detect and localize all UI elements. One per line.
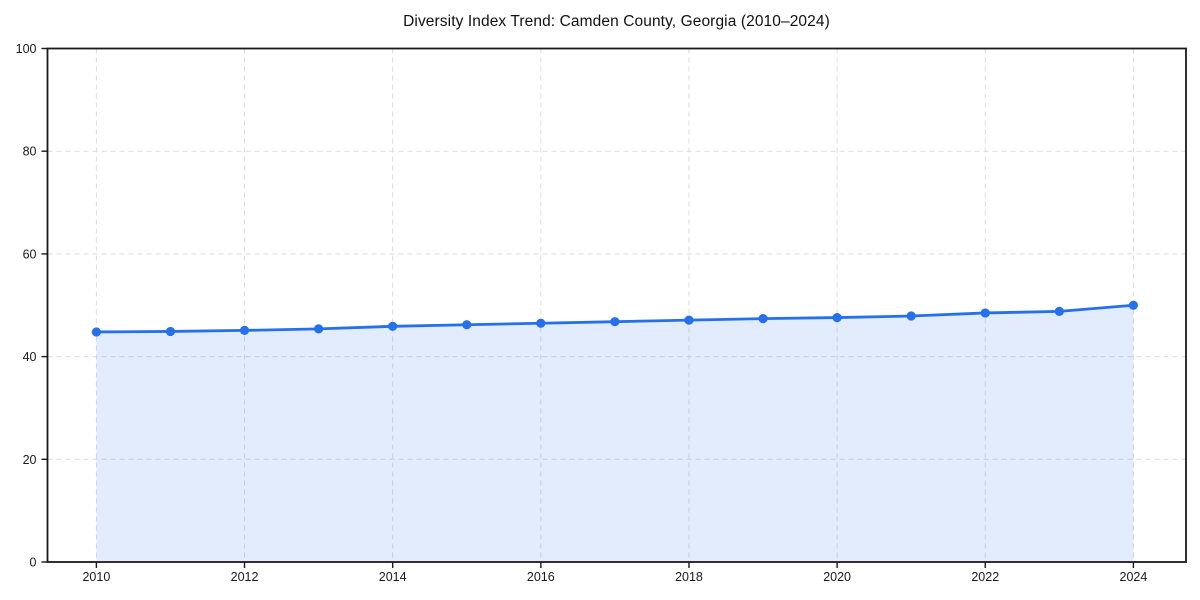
y-tick-label-40: 40 [23,350,37,364]
data-point-2016 [536,318,546,328]
y-tick-label-100: 100 [16,42,37,56]
x-tick-label-2020: 2020 [823,570,851,584]
data-point-2023 [1054,306,1064,317]
x-tick-label-2012: 2012 [231,570,259,584]
area-fill [96,305,1134,562]
x-tick-label-2022: 2022 [971,570,999,584]
y-tick-label-80: 80 [23,145,37,159]
data-point-2018 [684,315,694,325]
data-point-2024 [1128,300,1139,310]
data-point-2011 [165,326,176,337]
data-point-2020 [832,312,842,323]
data-point-2022 [980,308,990,318]
x-tick-label-2014: 2014 [379,570,407,584]
x-tick-label-2024: 2024 [1120,570,1148,584]
x-tick-label-2018: 2018 [675,570,703,584]
data-point-2010 [91,327,101,337]
x-tick-label-2010: 2010 [82,570,110,584]
data-point-2017 [610,317,620,327]
data-point-2015 [462,320,472,330]
y-tick-label-0: 0 [30,556,37,570]
y-tick-label-20: 20 [23,453,37,467]
data-point-2012 [239,325,250,336]
plot-border [46,47,1187,563]
data-point-2019 [758,314,768,324]
y-tick-label-60: 60 [23,247,37,261]
data-point-2021 [906,311,916,321]
data-point-2014 [388,321,398,331]
data-point-2013 [314,324,324,334]
chart-title: Diversity Index Trend: Camden County, Ge… [403,13,830,30]
x-tick-label-2016: 2016 [527,570,555,584]
